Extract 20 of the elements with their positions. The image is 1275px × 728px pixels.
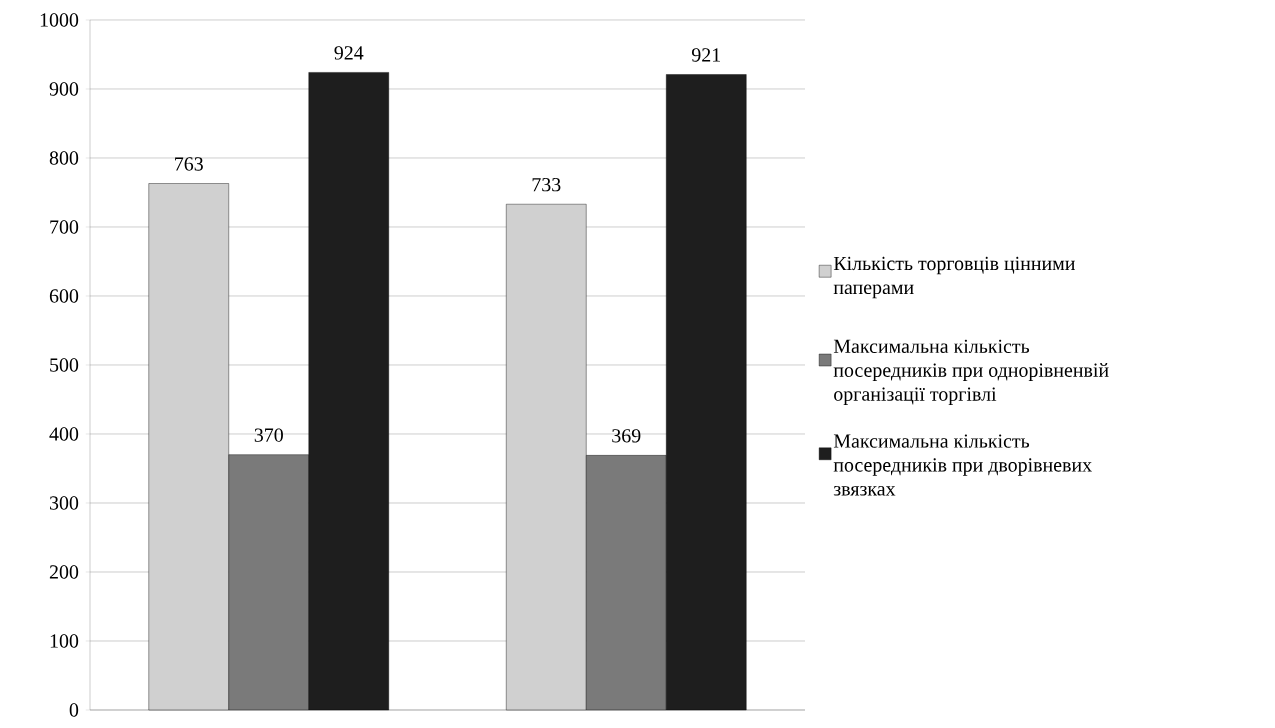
legend-label: Максимальна кількість посередників при дворівневих звязках [833,434,1092,496]
y-tick-label: 0 [69,703,79,717]
legend-label: Кількість торговців цінними паперами [833,256,1075,299]
y-tick-label: 900 [49,82,79,96]
data-label: 733 [532,178,561,192]
legend-label: Максимальна кількість посередників при однорівненвій організації торгівлі [833,339,1109,406]
y-tick-label: 300 [49,496,79,510]
data-label: 369 [612,429,641,443]
y-tick-label: 700 [50,220,79,234]
y-tick-label: 500 [50,358,79,372]
data-label: 763 [175,157,203,171]
y-tick-label: 200 [49,565,79,579]
y-tick-label: 600 [49,289,79,303]
y-tick-label: 1000 [40,13,79,27]
y-tick-label: 400 [49,427,79,441]
y-tick-label: 100 [50,634,79,648]
data-label: 924 [334,46,364,60]
data-label: 370 [254,428,283,442]
data-label: 921 [691,48,721,62]
y-tick-label: 800 [49,151,79,165]
